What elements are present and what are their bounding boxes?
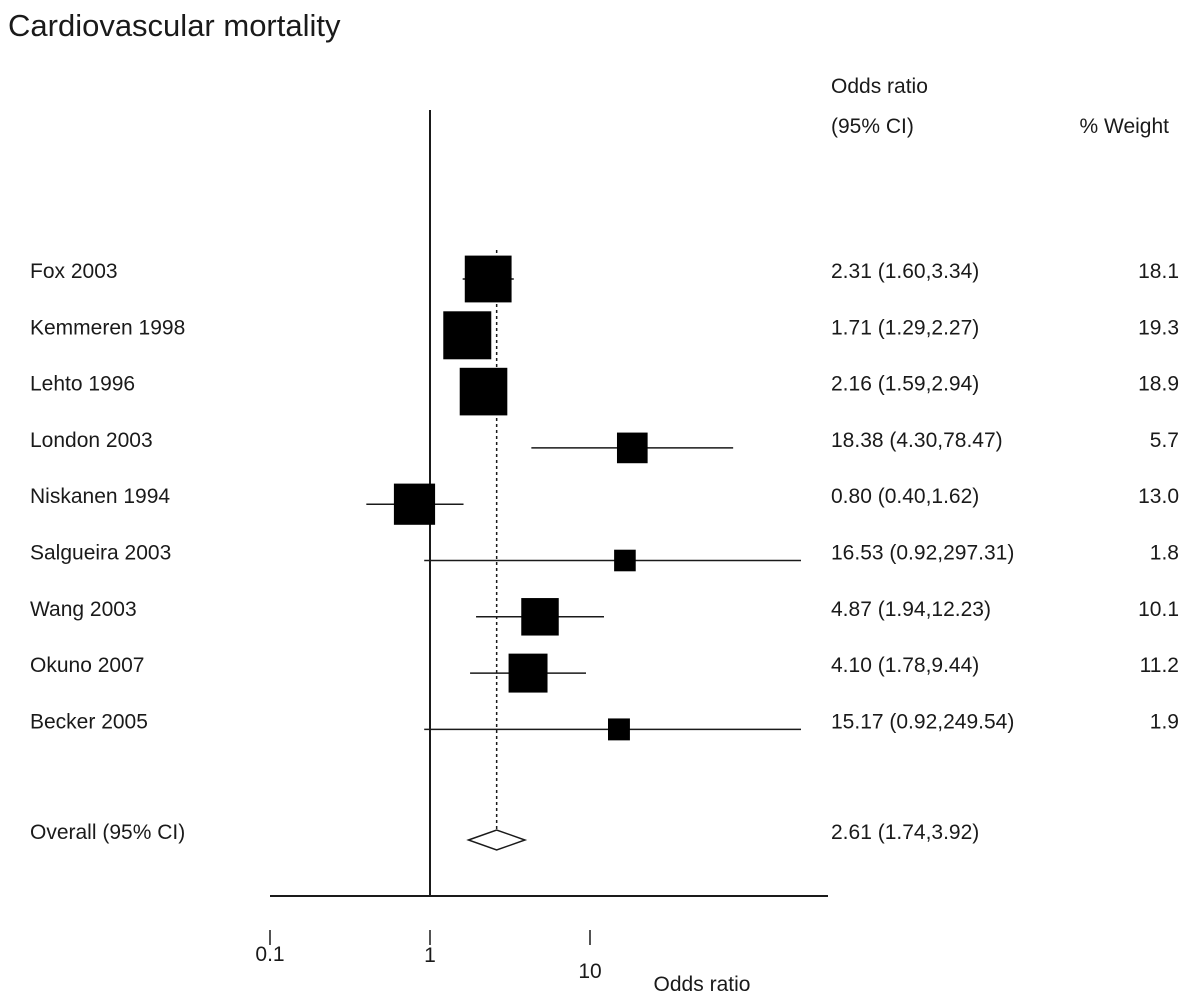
study-ci-text: 15.17 (0.92,249.54) bbox=[831, 710, 1014, 733]
chart-title: Cardiovascular mortality bbox=[8, 8, 341, 43]
study-label: Salgueira 2003 bbox=[30, 542, 171, 565]
study-ci-text: 2.16 (1.59,2.94) bbox=[831, 373, 979, 396]
study-weight: 19.3 bbox=[1138, 316, 1179, 339]
study-label: Lehto 1996 bbox=[30, 373, 135, 396]
overall-label: Overall (95% CI) bbox=[30, 821, 185, 844]
or-header-line1: Odds ratio bbox=[831, 75, 928, 98]
or-header-line2: (95% CI) bbox=[831, 115, 914, 138]
weight-header: % Weight bbox=[1080, 115, 1170, 138]
marks bbox=[366, 250, 801, 851]
study-weight: 18.9 bbox=[1138, 373, 1179, 396]
study-label: Wang 2003 bbox=[30, 598, 137, 621]
study-marker bbox=[616, 432, 648, 464]
study-label: London 2003 bbox=[30, 429, 153, 452]
study-label: Okuno 2007 bbox=[30, 654, 144, 677]
column-headers: Odds ratio (95% CI) % Weight bbox=[831, 75, 1169, 138]
study-ci-text: 4.87 (1.94,12.23) bbox=[831, 598, 991, 621]
study-weight: 11.2 bbox=[1140, 654, 1179, 677]
x-tick-label: 0.1 bbox=[255, 943, 284, 966]
study-weight: 13.0 bbox=[1138, 485, 1179, 508]
study-label: Niskanen 1994 bbox=[30, 485, 170, 508]
study-weight: 18.1 bbox=[1138, 260, 1179, 283]
study-label: Kemmeren 1998 bbox=[30, 316, 185, 339]
study-label: Fox 2003 bbox=[30, 260, 118, 283]
study-ci-text: 18.38 (4.30,78.47) bbox=[831, 429, 1003, 452]
study-marker bbox=[614, 549, 636, 572]
study-marker bbox=[459, 367, 508, 416]
axes: 0.1 1 10 Odds ratio bbox=[255, 110, 828, 996]
study-ci-text: 16.53 (0.92,297.31) bbox=[831, 542, 1014, 565]
study-ci-text: 4.10 (1.78,9.44) bbox=[831, 654, 979, 677]
study-ci-text: 2.31 (1.60,3.34) bbox=[831, 260, 979, 283]
overall-ci-text: 2.61 (1.74,3.92) bbox=[831, 821, 979, 844]
overall-diamond bbox=[466, 829, 528, 851]
study-marker bbox=[521, 598, 559, 636]
study-weight: 5.7 bbox=[1150, 429, 1179, 452]
study-weight: 10.1 bbox=[1138, 598, 1179, 621]
x-axis-label: Odds ratio bbox=[654, 973, 751, 996]
study-marker bbox=[508, 653, 548, 693]
study-ci-text: 1.71 (1.29,2.27) bbox=[831, 316, 979, 339]
row-texts: Fox 2003 2.31 (1.60,3.34) 18.1 Kemmeren 199… bbox=[30, 260, 1179, 844]
study-weight: 1.8 bbox=[1150, 542, 1179, 565]
study-ci-text: 0.80 (0.40,1.62) bbox=[831, 485, 979, 508]
study-marker bbox=[464, 255, 512, 303]
study-weight: 1.9 bbox=[1150, 710, 1179, 733]
study-label: Becker 2005 bbox=[30, 710, 148, 733]
study-marker bbox=[393, 483, 436, 525]
x-tick-label: 10 bbox=[578, 960, 601, 983]
x-tick-label: 1 bbox=[424, 944, 436, 967]
study-marker bbox=[443, 311, 492, 360]
study-marker bbox=[607, 718, 630, 741]
